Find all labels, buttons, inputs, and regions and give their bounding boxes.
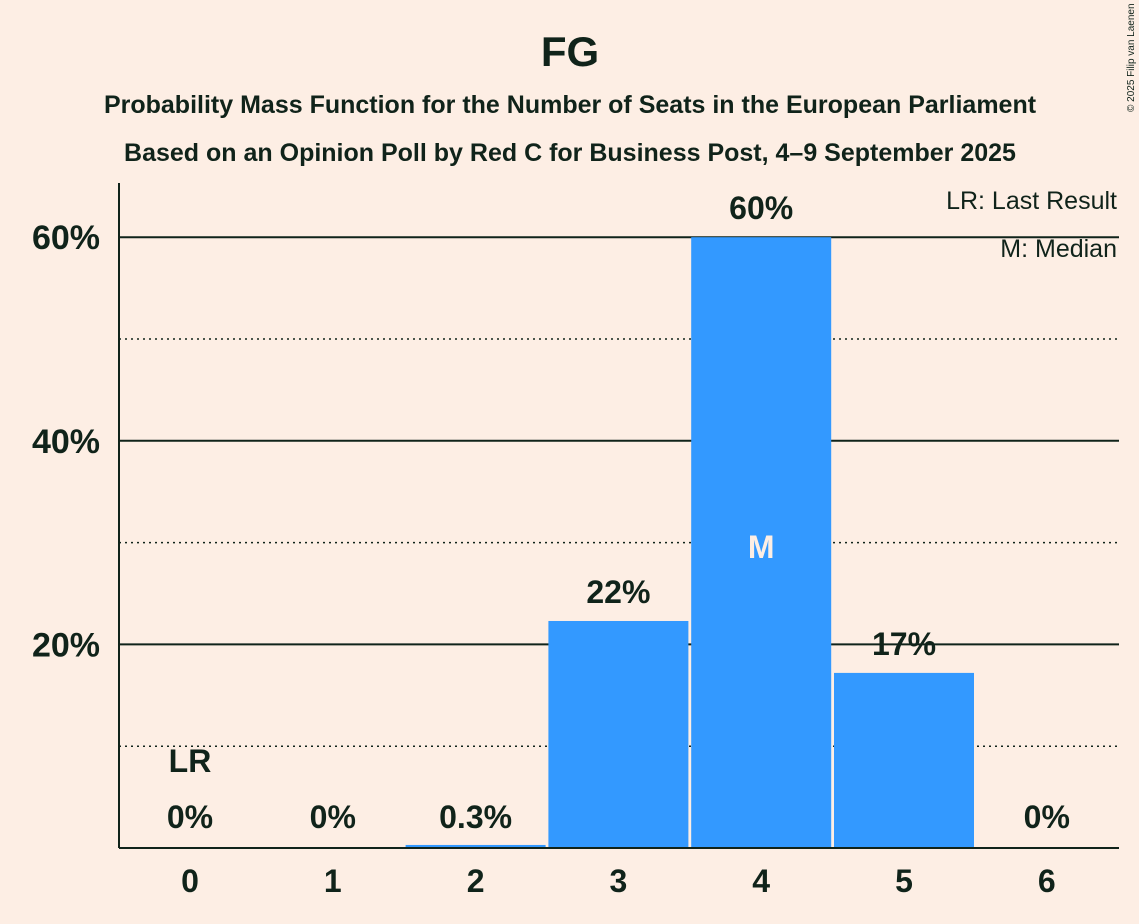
x-tick-label: 0	[181, 863, 199, 899]
median-marker: M	[748, 529, 775, 565]
y-tick-label: 20%	[32, 626, 100, 664]
legend-last-result: LR: Last Result	[946, 187, 1117, 215]
data-label: 17%	[872, 626, 936, 662]
x-tick-label: 2	[467, 863, 485, 899]
x-tick-label: 6	[1038, 863, 1056, 899]
chart-title: FG	[541, 28, 599, 75]
bar-5	[834, 672, 974, 848]
x-tick-label: 1	[324, 863, 342, 899]
data-label: 0.3%	[439, 799, 512, 835]
data-label: 0%	[310, 799, 356, 835]
x-tick-label: 5	[895, 863, 913, 899]
y-tick-label: 40%	[32, 423, 100, 461]
y-tick-label: 60%	[32, 219, 100, 257]
chart-subtitle-1: Probability Mass Function for the Number…	[104, 91, 1037, 119]
data-label: 0%	[167, 799, 213, 835]
chart-subtitle-2: Based on an Opinion Poll by Red C for Bu…	[124, 139, 1016, 167]
data-label: 0%	[1024, 799, 1070, 835]
x-tick-label: 3	[610, 863, 628, 899]
x-tick-label: 4	[752, 863, 770, 899]
last-result-marker: LR	[169, 743, 212, 779]
copyright: © 2025 Filip van Laenen	[1126, 3, 1137, 112]
data-label: 60%	[729, 190, 793, 226]
bar-3	[548, 620, 689, 848]
bar-4	[691, 237, 832, 848]
legend-median: M: Median	[1000, 235, 1117, 263]
bar-2	[405, 844, 546, 848]
data-label: 22%	[586, 574, 650, 610]
